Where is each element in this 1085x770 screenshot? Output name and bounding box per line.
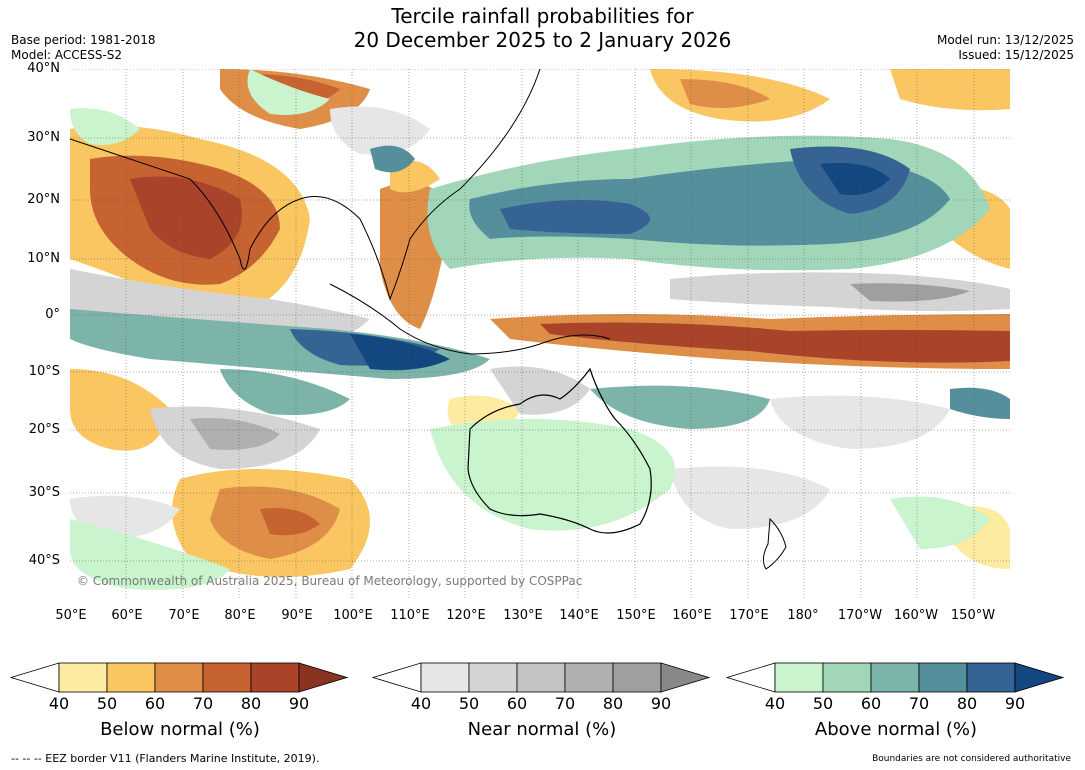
issue-info: Model run: 13/12/2025 Issued: 15/12/2025: [937, 33, 1074, 63]
cbar-near-70: [516, 662, 566, 693]
cbar-below-70: [154, 662, 204, 693]
lat-label-20n: 20°N: [27, 192, 60, 207]
cbar-near-tick: 60: [506, 694, 528, 713]
lat-label-40n: 40°N: [27, 61, 60, 76]
model-name: Model: ACCESS-S2: [11, 48, 123, 62]
cbar-below-80: [202, 662, 252, 693]
lat-label-20s: 20°S: [28, 422, 60, 437]
eez-border-note: -- -- -- EEZ border V11 (Flanders Marine…: [11, 752, 320, 765]
cbar-above-tick: 90: [1004, 694, 1026, 713]
cbar-below-60: [106, 662, 156, 693]
cbar-above-title: Above normal (%): [814, 719, 978, 740]
model-info: Base period: 1981-2018 Model: ACCESS-S2: [11, 33, 156, 63]
cbar-above-tick: 50: [812, 694, 834, 713]
cbar-near-80: [564, 662, 614, 693]
lon-label-130e: 130°E: [503, 608, 543, 623]
cbar-near-60: [468, 662, 518, 693]
cbar-near-arrow-left: [372, 662, 422, 693]
lon-label-50e: 50°E: [55, 608, 87, 623]
issued-date: Issued: 15/12/2025: [958, 48, 1074, 62]
cbar-above-arrow-right: [1014, 662, 1065, 693]
lon-label-90e: 90°E: [281, 608, 313, 623]
cbar-below-tick: 90: [288, 694, 310, 713]
model-run-date: Model run: 13/12/2025: [936, 33, 1074, 47]
lon-label-180: 180°: [787, 608, 819, 623]
cbar-near-tick: 90: [650, 694, 672, 713]
cbar-near-tick: 50: [458, 694, 480, 713]
cbar-above-60: [822, 662, 872, 693]
cbar-below-tick: 60: [144, 694, 166, 713]
cbar-above-tick: 80: [956, 694, 978, 713]
cbar-above-tick: 70: [908, 694, 930, 713]
cbar-below-arrow-right: [298, 662, 349, 693]
map-title: Tercile rainfall probabilities for 20 De…: [0, 4, 1085, 52]
lon-label-60e: 60°E: [111, 608, 143, 623]
cbar-above-90: [966, 662, 1016, 693]
cbar-above-70: [870, 662, 920, 693]
cbar-near-arrow-right: [660, 662, 711, 693]
cbar-near-tick: 40: [410, 694, 432, 713]
cbar-below-tick: 40: [48, 694, 70, 713]
cbar-above-50: [774, 662, 824, 693]
lon-label-160e: 160°E: [672, 608, 712, 623]
map-canvas: [69, 68, 1010, 600]
lon-label-170w: 170°W: [837, 608, 883, 623]
cbar-near-tick: 70: [554, 694, 576, 713]
lat-label-30n: 30°N: [27, 130, 60, 145]
lon-label-160w: 160°W: [893, 608, 939, 623]
title-line-1: Tercile rainfall probabilities for: [391, 4, 694, 28]
lat-label-10n: 10°N: [27, 251, 60, 266]
lon-label-150e: 150°E: [616, 608, 656, 623]
asia-coastline: [69, 68, 541, 301]
lon-label-140e: 140°E: [559, 608, 599, 623]
cbar-below-tick: 80: [240, 694, 262, 713]
lon-label-100e: 100°E: [333, 608, 373, 623]
lat-label-10s: 10°S: [28, 364, 60, 379]
graticule: [70, 68, 1010, 600]
lat-label-30s: 30°S: [28, 485, 60, 500]
cbar-near-tick: 80: [602, 694, 624, 713]
cbar-below-title: Below normal (%): [100, 719, 260, 740]
cbar-below-tick: 70: [192, 694, 214, 713]
lon-label-70e: 70°E: [168, 608, 200, 623]
colorbar-below-normal: [10, 662, 350, 693]
cbar-above-tick: 40: [764, 694, 786, 713]
copyright-notice: © Commonwealth of Australia 2025, Bureau…: [77, 574, 583, 588]
cbar-below-tick: 50: [96, 694, 118, 713]
title-line-2: 20 December 2025 to 2 January 2026: [353, 28, 732, 52]
lon-label-150w: 150°W: [950, 608, 996, 623]
lat-label-40s: 40°S: [28, 553, 60, 568]
cbar-above-80: [918, 662, 968, 693]
cbar-below-90: [250, 662, 300, 693]
cbar-near-50: [420, 662, 470, 693]
australia-coastline: [467, 367, 652, 534]
cbar-near-90: [612, 662, 662, 693]
lat-label-equator: 0°: [45, 307, 60, 322]
cbar-above-arrow-left: [726, 662, 776, 693]
colorbar-above-normal: [726, 662, 1066, 693]
colorbar-near-normal: [372, 662, 712, 693]
lon-label-80e: 80°E: [224, 608, 256, 623]
cbar-below-arrow-left: [10, 662, 60, 693]
lon-label-110e: 110°E: [390, 608, 430, 623]
cbar-above-tick: 60: [860, 694, 882, 713]
near-normal-regions: [70, 106, 1010, 539]
indonesia-coastline: [329, 283, 611, 355]
lon-label-120e: 120°E: [446, 608, 486, 623]
cbar-below-50: [58, 662, 108, 693]
boundary-disclaimer: Boundaries are not considered authoritat…: [872, 754, 1071, 764]
probability-map: [69, 68, 1010, 600]
cbar-near-title: Near normal (%): [467, 719, 617, 740]
above-normal-regions: [70, 69, 1010, 590]
base-period: Base period: 1981-2018: [11, 33, 156, 47]
lon-label-170e: 170°E: [729, 608, 769, 623]
